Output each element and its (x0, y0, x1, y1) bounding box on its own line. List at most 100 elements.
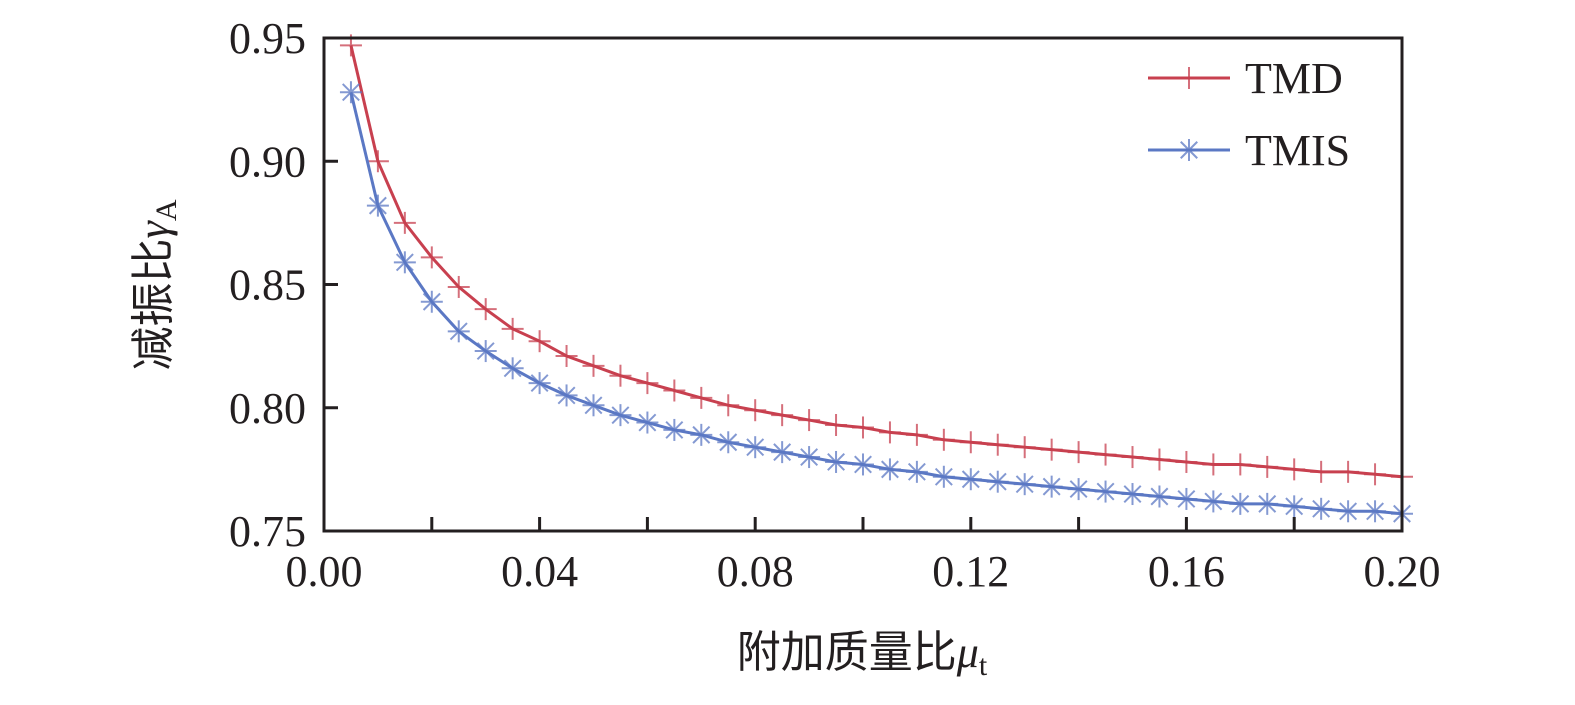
plus-marker (1148, 448, 1171, 471)
plus-marker (1121, 446, 1144, 469)
plus-marker (1013, 436, 1036, 459)
x-tick-label: 0.12 (932, 547, 1009, 596)
legend-label: TMD (1245, 54, 1343, 103)
plus-marker (852, 416, 874, 439)
plus-marker (959, 431, 982, 454)
plus-marker (905, 423, 928, 446)
x-tick-label: 0.04 (501, 547, 578, 596)
plus-marker (582, 354, 605, 377)
plus-marker (878, 421, 901, 444)
asterisk-marker (744, 436, 767, 459)
asterisk-marker (366, 194, 389, 217)
asterisk-marker (1067, 478, 1090, 501)
asterisk-marker (1229, 492, 1252, 515)
plus-marker (1202, 453, 1225, 476)
plus-marker (798, 409, 821, 432)
plus-marker (1175, 450, 1198, 473)
asterisk-marker (528, 372, 551, 395)
plus-marker (1310, 460, 1333, 483)
asterisk-marker (932, 465, 955, 488)
y-tick-label: 0.75 (229, 507, 306, 556)
plus-marker (393, 211, 416, 234)
plus-marker (474, 298, 497, 321)
asterisk-marker (986, 470, 1009, 493)
asterisk-marker (1283, 495, 1306, 518)
asterisk-marker (1013, 473, 1036, 496)
asterisk-marker (1310, 497, 1333, 520)
asterisk-marker (1364, 500, 1387, 523)
plus-marker (717, 394, 740, 417)
plus-marker (1229, 453, 1252, 476)
asterisk-marker (339, 81, 362, 104)
asterisk-marker (420, 290, 443, 313)
asterisk-marker (878, 458, 901, 481)
plus-marker (825, 414, 848, 437)
asterisk-marker (959, 468, 982, 491)
plus-marker (447, 275, 470, 298)
axis-ticks: 0.00 0.04 0.08 0.12 0.16 0.20 0.75 0.80 0.85 0.90… (229, 14, 1441, 596)
asterisk-marker (798, 446, 821, 469)
asterisk-marker (474, 340, 497, 363)
plus-marker (1364, 463, 1387, 486)
asterisk-marker (1175, 487, 1198, 510)
series-line-tmd (349, 45, 1403, 479)
asterisk-marker (905, 460, 928, 483)
plus-marker (744, 399, 767, 422)
asterisk-marker (609, 404, 632, 427)
asterisk-marker (636, 411, 659, 434)
legend: TMD TMIS (1148, 54, 1350, 175)
plus-marker (663, 379, 686, 402)
asterisk-marker (1040, 475, 1063, 498)
asterisk-marker (690, 423, 713, 446)
x-tick-label: 0.00 (286, 547, 363, 596)
asterisk-marker (1256, 492, 1279, 515)
asterisk-marker (1094, 480, 1117, 503)
asterisk-marker (825, 450, 848, 473)
asterisk-marker (1178, 139, 1200, 161)
asterisk-marker (582, 394, 605, 417)
plus-marker (1337, 460, 1360, 483)
y-tick-label: 0.85 (229, 261, 306, 310)
plus-marker (366, 150, 389, 173)
plus-marker (1040, 438, 1063, 461)
y-axis-label: 减振比γA (129, 199, 183, 370)
plot-marks (339, 34, 1413, 525)
x-axis-label: 附加质量比μt (737, 628, 988, 682)
asterisk-marker (447, 320, 470, 343)
plus-marker (1283, 458, 1306, 481)
x-tick-label: 0.08 (717, 547, 794, 596)
legend-label: TMIS (1245, 126, 1350, 175)
plus-marker (771, 404, 794, 427)
plus-marker (986, 433, 1009, 456)
asterisk-marker (771, 441, 794, 464)
y-tick-label: 0.90 (229, 137, 306, 186)
asterisk-marker (555, 384, 578, 407)
asterisk-marker (1337, 500, 1360, 523)
series-line-tmis (349, 91, 1403, 516)
asterisk-marker (1121, 483, 1144, 506)
plus-marker (690, 386, 713, 409)
plus-marker (1067, 441, 1090, 464)
plus-marker (932, 428, 955, 451)
plus-marker (528, 330, 551, 353)
x-tick-label: 0.16 (1148, 547, 1225, 596)
x-tick-label: 0.20 (1364, 547, 1441, 596)
y-tick-label: 0.95 (229, 14, 306, 63)
y-tick-label: 0.80 (229, 384, 306, 433)
asterisk-marker (501, 357, 524, 380)
asterisk-marker (393, 251, 416, 274)
asterisk-marker (1148, 485, 1171, 508)
plus-marker (1178, 67, 1200, 89)
plus-marker (501, 317, 524, 340)
plus-marker (420, 246, 443, 269)
asterisk-marker (1202, 490, 1225, 513)
asterisk-marker (663, 418, 686, 441)
plus-marker (1256, 455, 1279, 478)
asterisk-marker (852, 453, 874, 476)
plus-marker (1094, 443, 1117, 466)
plus-marker (609, 364, 632, 387)
plus-marker (636, 372, 659, 395)
plus-marker (555, 344, 578, 367)
asterisk-marker (717, 431, 740, 454)
